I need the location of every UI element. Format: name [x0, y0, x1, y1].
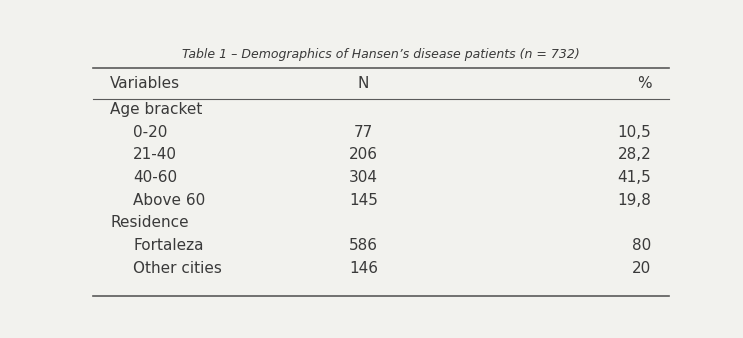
Text: 40-60: 40-60	[133, 170, 178, 185]
Text: 206: 206	[349, 147, 378, 162]
Text: 145: 145	[349, 193, 378, 208]
Text: Table 1 – Demographics of Hansen’s disease patients (n = 732): Table 1 – Demographics of Hansen’s disea…	[182, 48, 580, 62]
Text: Above 60: Above 60	[133, 193, 205, 208]
Text: 0-20: 0-20	[133, 125, 168, 140]
Text: Other cities: Other cities	[133, 261, 222, 275]
Text: Variables: Variables	[110, 76, 181, 91]
Text: %: %	[637, 76, 652, 91]
Text: Age bracket: Age bracket	[110, 102, 203, 117]
Text: 77: 77	[354, 125, 373, 140]
Text: Fortaleza: Fortaleza	[133, 238, 204, 253]
Text: 20: 20	[632, 261, 652, 275]
Text: N: N	[358, 76, 369, 91]
Text: 146: 146	[349, 261, 378, 275]
Text: 304: 304	[349, 170, 378, 185]
Text: Residence: Residence	[110, 215, 189, 230]
Text: 21-40: 21-40	[133, 147, 177, 162]
Text: 586: 586	[349, 238, 378, 253]
Text: 28,2: 28,2	[617, 147, 652, 162]
Text: 41,5: 41,5	[617, 170, 652, 185]
Text: 19,8: 19,8	[617, 193, 652, 208]
Text: 10,5: 10,5	[617, 125, 652, 140]
Text: 80: 80	[632, 238, 652, 253]
